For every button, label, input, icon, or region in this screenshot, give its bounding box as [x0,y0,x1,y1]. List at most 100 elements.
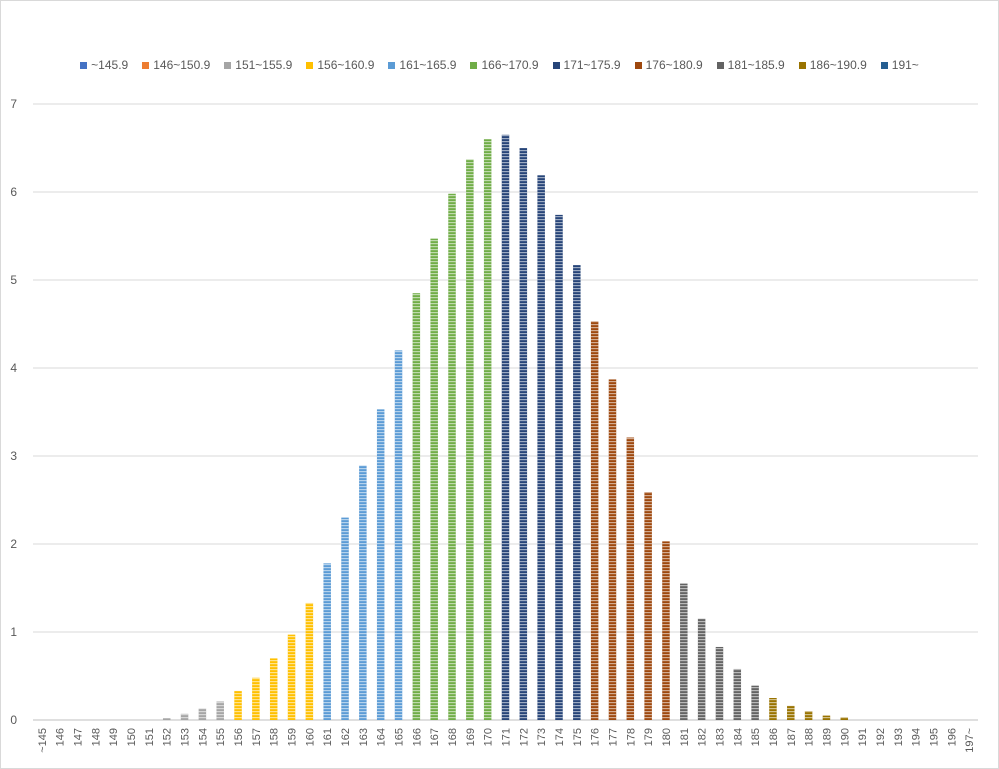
y-tick-label: 2 [10,537,17,551]
y-tick-label: 5 [10,273,17,287]
bars [162,134,849,721]
bar [537,175,545,720]
legend-swatch [306,61,314,69]
y-axis-ticks: 0 1 2 3 4 5 6 7 [10,97,17,727]
y-tick-label: 1 [10,625,17,639]
x-tick-label: 174 [554,728,566,746]
legend-label: 166~170.9 [481,58,539,72]
legend-swatch [388,61,396,69]
x-tick-label: ~145 [37,728,49,753]
x-tick-label: 194 [911,728,923,746]
legend-swatch [470,61,478,69]
x-tick-label: 165 [394,728,406,746]
y-tick-label: 3 [10,449,17,463]
x-tick-label: 186 [768,728,780,746]
x-tick-label: 167 [429,728,441,746]
bar-stripes [822,715,831,720]
bar [715,646,724,720]
bar [323,563,331,720]
bar-stripes [234,690,242,720]
legend-item: 166~170.9 [470,58,539,72]
bar-stripes [448,193,456,720]
x-tick-label: 152 [162,728,174,746]
x-tick-label: 151 [144,728,156,746]
legend-swatch [716,61,724,69]
x-tick-label: 185 [750,728,762,746]
legend-item: 151~155.9 [224,58,292,72]
legend-label: 146~150.9 [153,58,211,72]
bar-stripes [341,517,349,720]
legend-item: 156~160.9 [306,58,374,72]
x-tick-label: 168 [447,728,459,746]
bar-stripes [840,717,849,720]
bar [697,618,706,720]
bar [412,293,421,720]
x-tick-label: 189 [821,728,833,746]
x-tick-label: 146 [55,728,67,746]
bar-stripes [287,634,296,720]
bar [733,668,742,720]
bar-stripes [751,685,759,720]
bar-stripes [769,698,777,720]
x-tick-label: 163 [358,728,370,746]
x-tick-label: 160 [304,728,316,746]
legend-swatch [142,61,150,69]
x-tick-label: 181 [679,728,691,746]
x-tick-label: 147 [73,728,85,746]
legend-label: 186~190.9 [809,58,867,72]
bar [180,713,189,720]
bar [287,634,296,720]
x-axis-ticks: ~145 146 147 148 149 150 151 152 153 154 155 156 157… [37,728,976,753]
bar [787,705,795,720]
bar [751,685,759,720]
bar-stripes [198,708,207,720]
y-tick-label: 6 [10,185,17,199]
legend-item: 171~175.9 [552,58,621,72]
bar-stripes [680,583,688,720]
x-tick-label: 187 [786,728,798,746]
x-tick-label: 180 [661,728,673,746]
bar [162,718,171,720]
x-tick-label: 179 [643,728,655,746]
bar [680,583,688,720]
y-tick-label: 4 [10,361,17,375]
bar-stripes [662,541,670,720]
y-tick-label: 7 [10,97,17,111]
bar-stripes [323,563,331,720]
bar [359,465,367,720]
x-tick-label: 149 [108,728,120,746]
x-tick-label: 184 [732,728,744,746]
legend-item: 176~180.9 [634,58,703,72]
bar [626,437,635,720]
bar-stripes [394,350,403,720]
legend-swatch [80,61,88,69]
bar [840,717,849,720]
x-tick-label: 183 [714,728,726,746]
bar-stripes [590,321,599,720]
bar [590,321,599,720]
x-tick-label: 158 [269,728,281,746]
x-tick-label: 182 [697,728,709,746]
bar [466,159,474,720]
legend-swatch [634,61,642,69]
bar [394,350,403,720]
bar [216,701,224,720]
x-tick-label: 156 [233,728,245,746]
x-tick-label: 162 [340,728,352,746]
x-tick-label: 195 [928,728,940,746]
bar-stripes [608,379,617,720]
x-tick-label: 161 [322,728,334,746]
x-tick-label: 171 [501,728,513,746]
bar [555,214,563,720]
legend-label: 156~160.9 [317,58,375,72]
x-tick-label: 170 [483,728,495,746]
legend-swatch [798,61,806,69]
x-tick-label: 197~ [964,728,976,753]
x-tick-label: 177 [607,728,619,746]
bar-stripes [412,293,421,720]
bar-stripes [573,265,581,720]
bar-stripes [501,134,510,721]
x-tick-label: 178 [625,728,637,746]
bar-stripes [162,718,171,720]
